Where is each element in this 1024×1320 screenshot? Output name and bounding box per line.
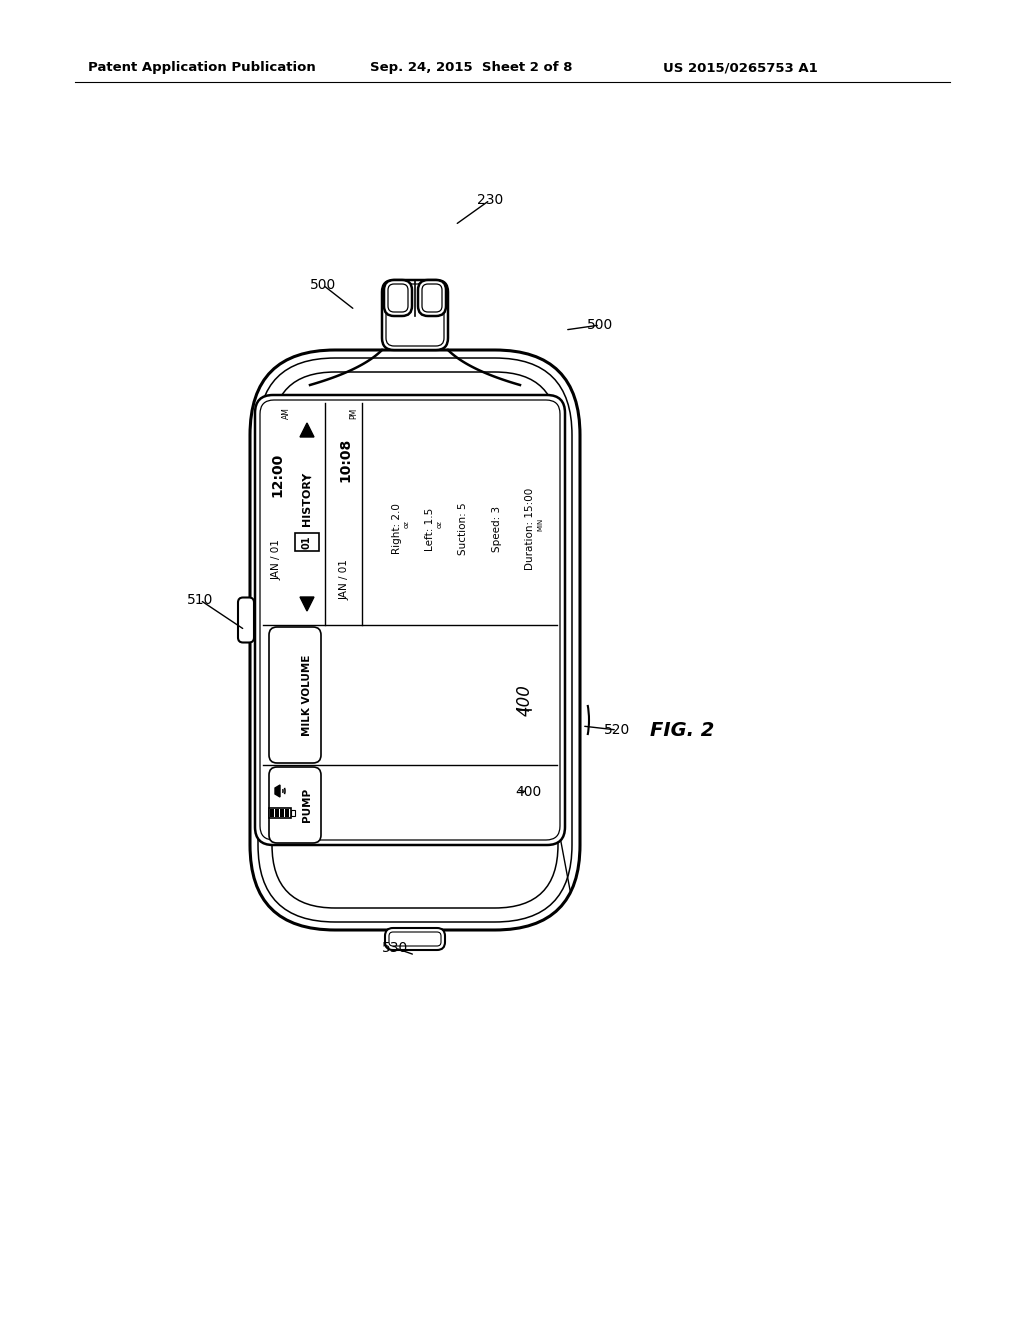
Text: 510: 510 bbox=[186, 593, 213, 607]
Text: MIN: MIN bbox=[538, 517, 544, 531]
Polygon shape bbox=[300, 597, 314, 611]
FancyBboxPatch shape bbox=[295, 533, 319, 550]
Text: US 2015/0265753 A1: US 2015/0265753 A1 bbox=[663, 62, 818, 74]
Bar bbox=[280, 809, 284, 817]
Text: AM: AM bbox=[282, 407, 291, 418]
FancyBboxPatch shape bbox=[418, 280, 446, 315]
Text: 01: 01 bbox=[302, 535, 312, 549]
Text: HISTORY: HISTORY bbox=[302, 471, 312, 527]
Text: oz: oz bbox=[437, 520, 443, 528]
FancyBboxPatch shape bbox=[384, 280, 412, 315]
FancyBboxPatch shape bbox=[269, 767, 321, 843]
Text: oz: oz bbox=[403, 520, 410, 528]
Text: Speed: 3: Speed: 3 bbox=[492, 506, 502, 552]
Polygon shape bbox=[300, 422, 314, 437]
Text: JAN / 01: JAN / 01 bbox=[340, 560, 350, 601]
Bar bbox=[270, 809, 274, 817]
Bar bbox=[275, 809, 279, 817]
FancyBboxPatch shape bbox=[269, 627, 321, 763]
Text: Duration: 15:00: Duration: 15:00 bbox=[525, 488, 536, 570]
Text: 10:08: 10:08 bbox=[338, 438, 352, 482]
Text: FIG. 2: FIG. 2 bbox=[650, 721, 715, 739]
Text: 230: 230 bbox=[477, 193, 503, 207]
FancyBboxPatch shape bbox=[250, 350, 580, 931]
Text: PUMP: PUMP bbox=[302, 788, 312, 822]
Text: MILK VOLUME: MILK VOLUME bbox=[302, 655, 312, 735]
Polygon shape bbox=[275, 785, 280, 797]
Text: PM: PM bbox=[349, 408, 358, 418]
Text: 400: 400 bbox=[515, 785, 541, 799]
Text: Right: 2.0: Right: 2.0 bbox=[392, 503, 401, 554]
FancyBboxPatch shape bbox=[291, 810, 295, 816]
FancyBboxPatch shape bbox=[238, 598, 254, 643]
Text: 530: 530 bbox=[382, 941, 409, 954]
Text: Suction: 5: Suction: 5 bbox=[459, 503, 469, 556]
FancyBboxPatch shape bbox=[255, 395, 565, 845]
Text: 520: 520 bbox=[604, 723, 630, 737]
Text: 500: 500 bbox=[587, 318, 613, 333]
FancyBboxPatch shape bbox=[385, 928, 445, 950]
Text: Left: 1.5: Left: 1.5 bbox=[425, 507, 435, 550]
Text: Sep. 24, 2015  Sheet 2 of 8: Sep. 24, 2015 Sheet 2 of 8 bbox=[370, 62, 572, 74]
FancyBboxPatch shape bbox=[269, 808, 291, 818]
Text: 500: 500 bbox=[310, 279, 336, 292]
Text: 400: 400 bbox=[516, 684, 534, 715]
Text: JAN / 01: JAN / 01 bbox=[272, 540, 282, 581]
Text: 12:00: 12:00 bbox=[270, 453, 284, 498]
Text: Patent Application Publication: Patent Application Publication bbox=[88, 62, 315, 74]
Bar bbox=[285, 809, 289, 817]
FancyBboxPatch shape bbox=[382, 280, 449, 350]
